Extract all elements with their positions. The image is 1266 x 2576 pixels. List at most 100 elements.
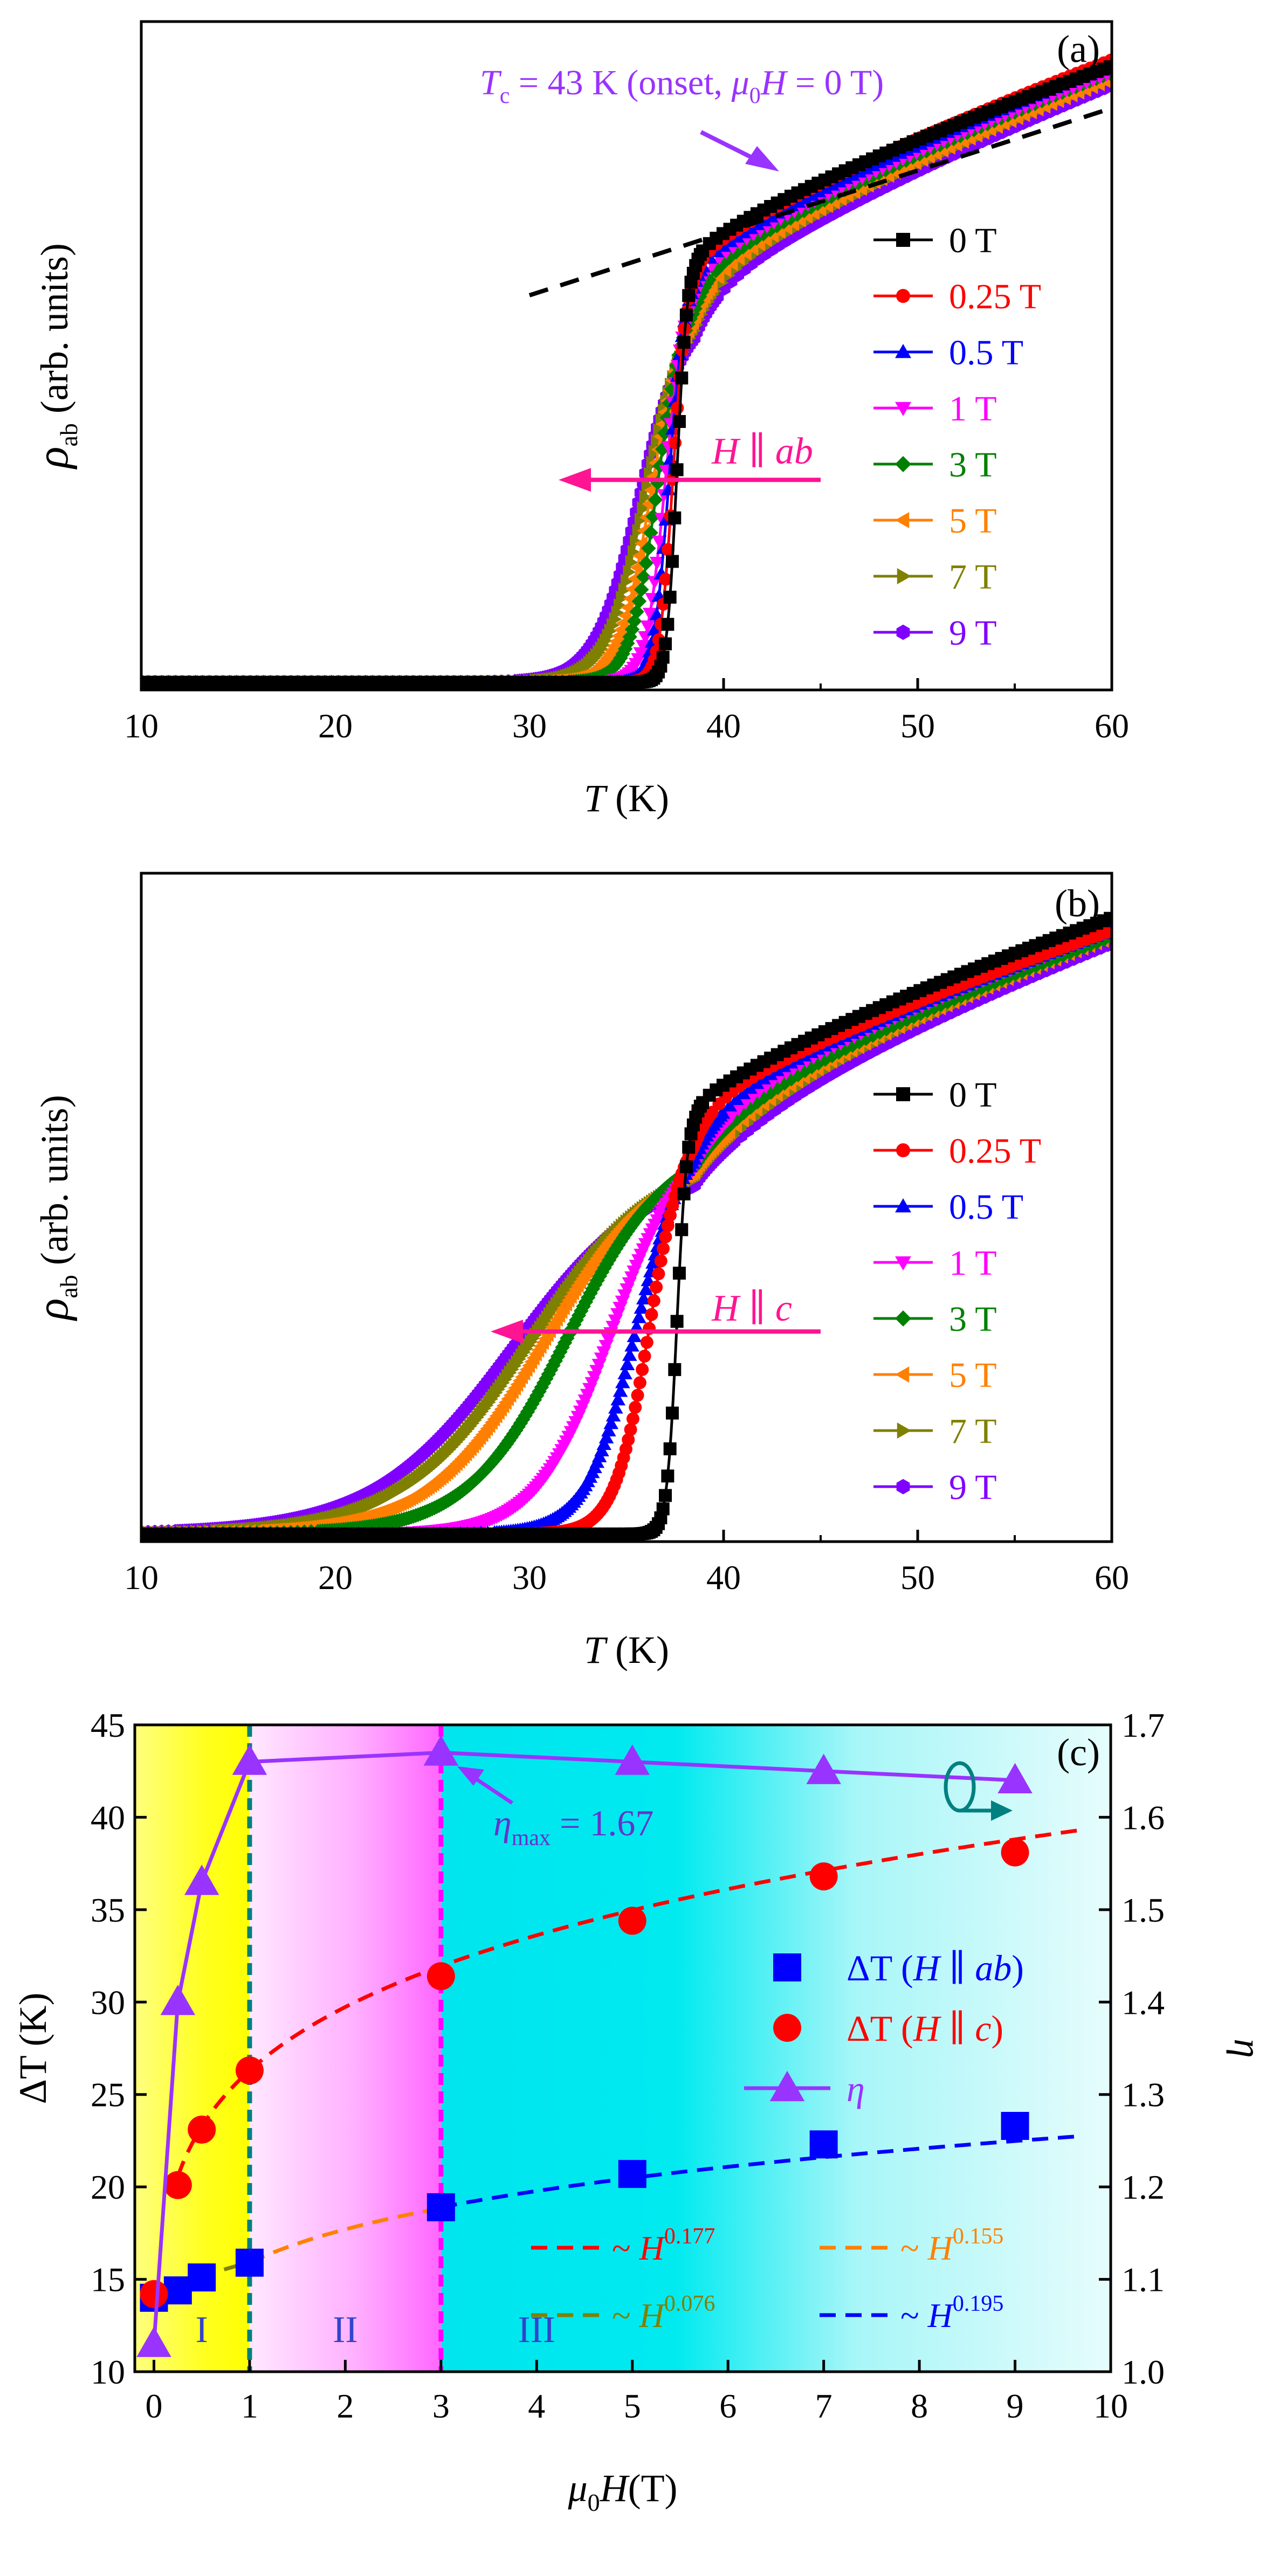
panel-c-fit-legend: ~ H0.177 ~ H0.155 ~ H0.076 ~ H0.195 bbox=[531, 2224, 1003, 2335]
data-point bbox=[620, 1357, 635, 1370]
data-point bbox=[622, 1433, 635, 1446]
tc-mu: μ bbox=[731, 63, 749, 102]
data-point bbox=[1104, 60, 1112, 73]
series-eta bbox=[136, 1735, 1033, 2357]
data-point bbox=[679, 308, 693, 322]
legend-item: 7 T bbox=[873, 557, 997, 597]
data-point bbox=[650, 1280, 663, 1294]
legend-item: 9 T bbox=[873, 613, 997, 653]
legend-label: 1 T bbox=[949, 1244, 997, 1283]
legend-marker bbox=[895, 1198, 911, 1213]
data-point bbox=[163, 2276, 192, 2305]
data-point bbox=[672, 1266, 686, 1280]
y2-tick-label: 1.4 bbox=[1121, 1983, 1165, 2021]
field-h: H bbox=[711, 1288, 741, 1329]
fit-legend-item: ~ H0.076 bbox=[531, 2291, 715, 2335]
legend-label: 9 T bbox=[949, 1468, 997, 1507]
data-point bbox=[184, 1864, 219, 1895]
data-point bbox=[624, 1338, 639, 1352]
panel-a-x-ticks: 10 20 30 40 50 60 bbox=[124, 678, 1129, 745]
legend-marker bbox=[773, 1953, 801, 1981]
panel-b-field-label: H ∥ c bbox=[711, 1288, 792, 1329]
data-point bbox=[606, 1408, 621, 1422]
data-point bbox=[736, 1105, 752, 1121]
legend-item: ΔT (H ∥ c) bbox=[773, 2008, 1003, 2049]
data-point bbox=[663, 590, 677, 604]
data-point bbox=[160, 1985, 196, 2015]
legend-marker bbox=[895, 1256, 911, 1270]
x-tick-label: 1 bbox=[241, 2387, 258, 2425]
x-tick-label: 20 bbox=[318, 707, 353, 745]
field-h: H bbox=[711, 431, 741, 472]
y2-tick-label: 1.2 bbox=[1121, 2168, 1165, 2206]
y-tick-label: 35 bbox=[91, 1891, 125, 1929]
y2-tick-label: 1.7 bbox=[1121, 1706, 1165, 1744]
data-point bbox=[670, 1315, 684, 1328]
legend-label: 3 T bbox=[949, 445, 997, 485]
panel-a-plot-area bbox=[141, 53, 1112, 690]
legend-label: 0 T bbox=[949, 221, 997, 260]
fit-legend-label: ~ H0.177 bbox=[612, 2224, 715, 2267]
data-point bbox=[633, 1376, 646, 1390]
legend-marker bbox=[895, 1310, 911, 1327]
data-point bbox=[636, 569, 651, 585]
x-tick-label: 40 bbox=[706, 1558, 741, 1597]
panel-c-ticks: 0 1 2 3 4 5 6 7 8 9 1010152025303540451.01.11.21.3… bbox=[91, 1706, 1165, 2425]
y-tick-label: 25 bbox=[91, 2076, 125, 2114]
data-point bbox=[636, 1363, 649, 1376]
data-point bbox=[659, 637, 672, 651]
panel-c-regions bbox=[135, 1725, 1111, 2372]
legend-item: η bbox=[744, 2068, 865, 2109]
data-point bbox=[731, 1103, 746, 1117]
data-point bbox=[613, 1384, 628, 1397]
tc-text: = 43 K (onset, bbox=[510, 63, 731, 102]
field-dir: c bbox=[775, 1288, 792, 1329]
panel-a-tc-annotation: Tc = 43 K (onset, μ0H = 0 T) bbox=[480, 63, 884, 108]
legend-marker bbox=[896, 289, 910, 303]
data-point bbox=[659, 572, 672, 586]
legend-label: 5 T bbox=[949, 501, 997, 541]
data-point bbox=[626, 1412, 639, 1426]
panel-a-label: (a) bbox=[1057, 27, 1100, 71]
legend-label: 0 T bbox=[949, 1075, 997, 1115]
data-point bbox=[656, 651, 670, 664]
data-point bbox=[659, 1489, 672, 1502]
fit-legend-label: ~ H0.155 bbox=[900, 2224, 1003, 2267]
data-point bbox=[641, 541, 656, 556]
legend-label: 9 T bbox=[949, 613, 997, 653]
data-point bbox=[682, 289, 696, 302]
x-tick-label: 50 bbox=[900, 707, 935, 745]
data-point bbox=[627, 1329, 642, 1342]
data-point bbox=[677, 1187, 691, 1200]
data-point bbox=[662, 543, 675, 556]
data-point bbox=[426, 2193, 455, 2221]
data-point bbox=[632, 548, 645, 563]
series-c bbox=[140, 1838, 1029, 2308]
legend-item: 0 T bbox=[873, 1075, 997, 1115]
legend-item: 9 T bbox=[873, 1468, 997, 1507]
data-point bbox=[665, 555, 679, 568]
legend-item: 3 T bbox=[873, 445, 997, 485]
data-point bbox=[738, 1097, 753, 1110]
x-tick-label: 8 bbox=[911, 2387, 928, 2425]
data-point bbox=[723, 1117, 738, 1132]
data-point bbox=[608, 1400, 623, 1414]
data-point bbox=[677, 335, 691, 349]
data-point bbox=[749, 1076, 765, 1089]
legend-label: 5 T bbox=[949, 1356, 997, 1395]
data-point bbox=[718, 262, 731, 278]
data-point bbox=[618, 1907, 646, 1935]
legend-label: ΔT (H ∥ ab) bbox=[847, 1947, 1024, 1988]
legend-label: ΔT (H ∥ c) bbox=[847, 2008, 1003, 2049]
x-tick-label: 0 bbox=[145, 2387, 162, 2425]
y-tick-label: 20 bbox=[91, 2168, 125, 2206]
data-point bbox=[630, 534, 643, 549]
data-point bbox=[1104, 911, 1112, 925]
fit-legend-label: ~ H0.076 bbox=[612, 2291, 715, 2335]
data-point bbox=[631, 593, 647, 609]
legend-marker bbox=[896, 1087, 910, 1101]
legend-marker bbox=[896, 624, 910, 640]
x-tick-label: 4 bbox=[528, 2387, 545, 2425]
field-parallel: ∥ bbox=[739, 431, 775, 472]
panel-c-frame bbox=[133, 1723, 1112, 2373]
